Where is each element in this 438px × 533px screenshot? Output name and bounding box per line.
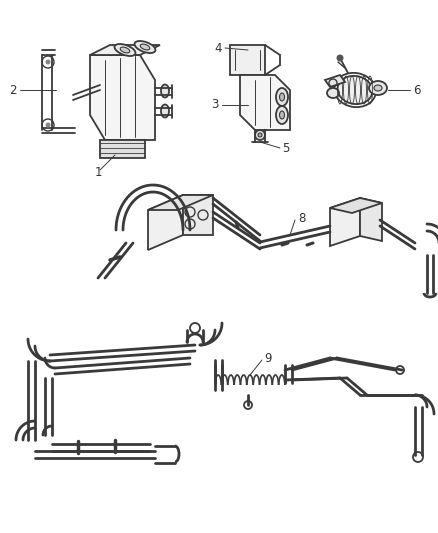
Ellipse shape [114, 44, 135, 56]
Ellipse shape [374, 85, 382, 91]
Circle shape [46, 60, 50, 64]
Polygon shape [148, 195, 213, 210]
Polygon shape [325, 75, 345, 87]
Ellipse shape [276, 106, 288, 124]
Polygon shape [330, 198, 382, 213]
Ellipse shape [255, 130, 265, 140]
Text: 4: 4 [215, 42, 222, 54]
Text: 2: 2 [10, 84, 17, 96]
Circle shape [46, 123, 50, 127]
Ellipse shape [276, 88, 288, 106]
Polygon shape [100, 140, 145, 158]
Polygon shape [360, 198, 382, 241]
Text: 9: 9 [264, 351, 272, 365]
Ellipse shape [258, 133, 262, 137]
Ellipse shape [161, 85, 169, 98]
Text: 8: 8 [298, 212, 305, 224]
Ellipse shape [134, 41, 155, 53]
Ellipse shape [279, 111, 285, 119]
Text: 6: 6 [413, 84, 420, 96]
Text: 1: 1 [94, 166, 102, 180]
Polygon shape [330, 198, 360, 246]
Text: 3: 3 [212, 99, 219, 111]
Polygon shape [90, 45, 160, 55]
Ellipse shape [338, 76, 372, 104]
Ellipse shape [279, 93, 285, 101]
Ellipse shape [327, 88, 339, 98]
Ellipse shape [161, 104, 169, 117]
Polygon shape [90, 55, 155, 140]
Text: 5: 5 [282, 141, 290, 155]
Ellipse shape [140, 44, 150, 50]
Circle shape [336, 54, 343, 61]
Polygon shape [240, 75, 290, 130]
Polygon shape [148, 195, 183, 250]
Ellipse shape [369, 81, 387, 95]
Ellipse shape [120, 47, 130, 53]
Polygon shape [183, 195, 213, 235]
Polygon shape [230, 45, 265, 75]
